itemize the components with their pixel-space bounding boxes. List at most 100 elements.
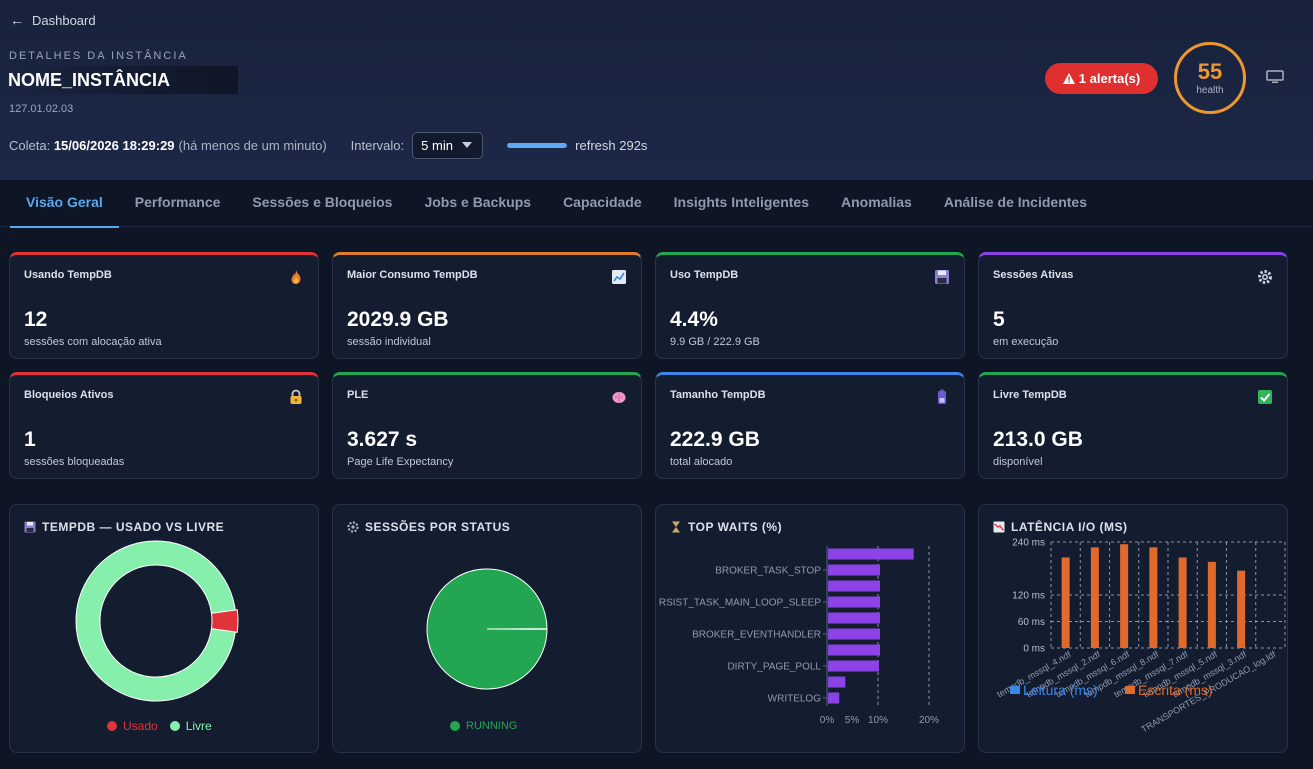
refresh-countdown: refresh 292s	[575, 137, 648, 153]
health-label: health	[1196, 84, 1224, 96]
tab-7[interactable]: Análise de Incidentes	[943, 194, 1087, 210]
kpi-value: 5	[993, 308, 1005, 331]
tab-2[interactable]: Sessões e Bloqueios	[252, 194, 393, 210]
legend-free-swatch	[169, 721, 180, 731]
latency-panel-title: LATÊNCIA I/O (MS)	[993, 520, 1128, 534]
kpi-title: Livre TempDB	[993, 389, 1067, 401]
sessions-status-panel: SESSÕES POR STATUS RUNNING	[332, 504, 642, 753]
waits-category-label: WRITELOG	[768, 694, 822, 705]
legend-used-label: Usado	[123, 719, 158, 733]
latency-panel-title-text: LATÊNCIA I/O (MS)	[1011, 520, 1128, 534]
latency-bar-write	[1120, 544, 1129, 648]
kpi-subtitle: total alocado	[670, 456, 733, 468]
sessions-pie-chart	[426, 568, 548, 690]
charts-row: TEMPDB — USADO VS LIVRE Usado Livre SESS…	[9, 504, 1305, 753]
kpi-card-2: Uso TempDB 4.4% 9.9 GB / 222.9 GB	[655, 252, 965, 359]
tempdb-panel-title: TEMPDB — USADO VS LIVRE	[24, 520, 224, 534]
battery-icon	[938, 389, 946, 404]
kpi-title: Tamanho TempDB	[670, 389, 766, 401]
legend-write-swatch	[1125, 686, 1135, 694]
chart-down-icon	[993, 521, 1005, 533]
kpi-card-4: Bloqueios Ativos 1 sessões bloqueadas	[9, 372, 319, 479]
tab-0[interactable]: Visão Geral	[10, 180, 119, 228]
legend-free-label: Livre	[185, 719, 212, 733]
kpi-value: 3.627 s	[347, 428, 418, 451]
warning-icon	[1062, 73, 1075, 84]
gear-icon	[1258, 270, 1272, 284]
kpi-subtitle: em execução	[993, 336, 1059, 348]
legend-used-swatch	[107, 721, 117, 731]
collect-relative: (há menos de um minuto)	[178, 137, 327, 153]
latency-bar-write	[1090, 547, 1099, 648]
instance-header: ← Dashboard DETALHES DA INSTÂNCIA NOME_I…	[0, 0, 1313, 180]
alerts-button[interactable]: 1 alerta(s)	[1045, 63, 1158, 94]
kpi-card-7: Livre TempDB 213.0 GB disponível	[978, 372, 1288, 479]
tempdb-panel-title-text: TEMPDB — USADO VS LIVRE	[42, 520, 225, 534]
tab-1[interactable]: Performance	[134, 194, 221, 210]
kpi-subtitle: disponível	[993, 456, 1043, 468]
waits-x-tick-label: 5%	[845, 715, 860, 726]
tab-4[interactable]: Capacidade	[563, 194, 642, 210]
kpi-title: Bloqueios Ativos	[24, 389, 114, 401]
waits-category-label: BROKER_TASK_STOP	[715, 566, 821, 577]
tab-3[interactable]: Jobs e Backups	[424, 194, 532, 210]
waits-bar	[828, 548, 914, 560]
gear-icon	[347, 521, 359, 533]
sessions-panel-title-text: SESSÕES POR STATUS	[365, 520, 511, 534]
tab-6[interactable]: Anomalias	[841, 194, 912, 210]
sessions-legend: RUNNING	[450, 720, 517, 732]
waits-bar	[828, 564, 881, 576]
legend-read-label: Leitura (ms)	[1023, 682, 1098, 698]
check-icon	[1258, 390, 1272, 404]
kpi-title: Maior Consumo TempDB	[347, 269, 478, 281]
back-to-dashboard-link[interactable]: ← Dashboard	[10, 12, 96, 28]
kpi-value: 12	[24, 308, 48, 331]
latency-y-tick-label: 120 ms	[1012, 591, 1045, 602]
monitor-icon[interactable]	[1266, 70, 1284, 84]
top-waits-panel: TOP WAITS (%) BROKER_TASK_STOP RSIST_TASK…	[655, 504, 965, 753]
pie-slice-running	[426, 568, 548, 690]
tempdb-usage-panel: TEMPDB — USADO VS LIVRE Usado Livre	[9, 504, 319, 753]
health-value: 55	[1197, 58, 1223, 84]
kpi-title: Uso TempDB	[670, 269, 739, 281]
kpi-grid: Usando TempDB 12 sessões com alocação ativ…	[9, 252, 1305, 479]
legend-write-label: Escrita (ms)	[1138, 682, 1213, 698]
kpi-title: PLE	[347, 389, 369, 401]
waits-category-label: DIRTY_PAGE_POLL	[727, 662, 821, 673]
kpi-card-0: Usando TempDB 12 sessões com alocação ativ…	[9, 252, 319, 359]
tempdb-donut-chart	[75, 540, 239, 702]
health-score: 55 health	[1174, 42, 1246, 114]
waits-bar	[828, 692, 840, 704]
waits-bar	[828, 596, 881, 608]
waits-bar	[828, 628, 881, 640]
refresh-progress-fill	[507, 142, 568, 148]
waits-category-label: RSIST_TASK_MAIN_LOOP_SLEEP	[659, 598, 821, 609]
instance-name: NOME_INSTÂNCIA	[8, 66, 238, 94]
waits-x-tick-label: 10%	[868, 715, 888, 726]
waits-bar	[828, 644, 881, 656]
latency-bar-write	[1178, 557, 1187, 648]
kpi-value: 213.0 GB	[993, 428, 1083, 451]
interval-value: 5 min	[421, 137, 453, 153]
interval-label: Intervalo:	[350, 137, 405, 153]
alerts-label: 1 alerta(s)	[1078, 71, 1141, 86]
waits-bar	[828, 612, 881, 624]
waits-bar	[828, 660, 879, 672]
legend-running-swatch	[450, 721, 460, 731]
arrow-left-icon: ←	[10, 12, 24, 28]
top-waits-bar-chart: BROKER_TASK_STOP RSIST_TASK_MAIN_LOOP_SLE…	[659, 546, 939, 726]
latency-y-tick-label: 240 ms	[1012, 538, 1045, 549]
back-label: Dashboard	[32, 12, 96, 28]
page-eyebrow: DETALHES DA INSTÂNCIA	[9, 50, 188, 62]
kpi-title: Sessões Ativas	[993, 269, 1074, 281]
chevron-down-icon	[462, 142, 473, 148]
chart-up-icon	[612, 270, 626, 284]
interval-select[interactable]: 5 min	[412, 131, 484, 159]
kpi-value: 1	[24, 428, 36, 451]
kpi-card-5: PLE 3.627 s Page Life Expectancy	[332, 372, 642, 479]
latency-bar-write	[1061, 557, 1070, 648]
tab-5[interactable]: Insights Inteligentes	[673, 194, 810, 210]
collect-label: Coleta:	[9, 137, 51, 153]
latency-bar-write	[1207, 561, 1216, 648]
